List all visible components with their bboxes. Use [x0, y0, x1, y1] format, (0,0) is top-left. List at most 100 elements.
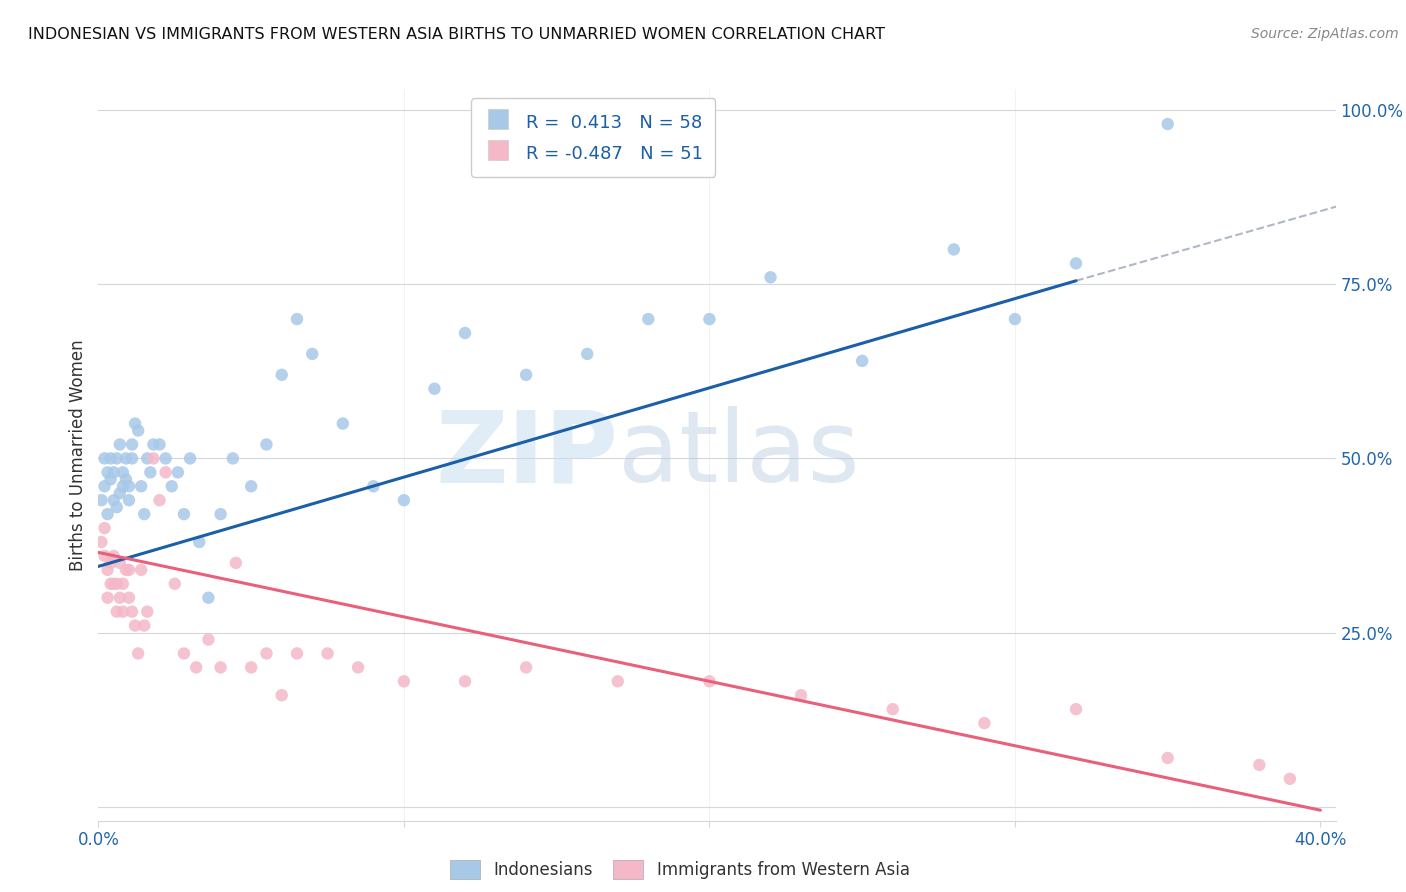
Point [100, 451, 122, 466]
Point [97, 563, 120, 577]
Point [1064, 256, 1087, 270]
Point [108, 437, 131, 451]
Point [129, 479, 152, 493]
Point [124, 618, 146, 632]
Point [90, 535, 112, 549]
Point [423, 382, 446, 396]
Point [454, 326, 477, 340]
Point [97, 507, 120, 521]
Point [1064, 702, 1087, 716]
Point [93, 479, 115, 493]
Point [197, 591, 219, 605]
Point [256, 647, 278, 661]
Point [332, 417, 354, 431]
Text: INDONESIAN VS IMMIGRANTS FROM WESTERN ASIA BIRTHS TO UNMARRIED WOMEN CORRELATION: INDONESIAN VS IMMIGRANTS FROM WESTERN AS… [28, 27, 886, 42]
Point [118, 563, 141, 577]
Point [118, 591, 141, 605]
Point [270, 368, 292, 382]
Point [179, 451, 201, 466]
Point [285, 312, 308, 326]
Legend: Indonesians, Immigrants from Western Asia: Indonesians, Immigrants from Western Asi… [444, 853, 917, 886]
Point [166, 466, 188, 480]
Point [142, 437, 165, 451]
Point [103, 493, 125, 508]
Point [186, 660, 208, 674]
Point [973, 716, 995, 731]
Point [256, 437, 278, 451]
Point [142, 451, 165, 466]
Point [1156, 117, 1178, 131]
Point [882, 702, 904, 716]
Point [111, 479, 134, 493]
Point [163, 576, 186, 591]
Point [108, 486, 131, 500]
Point [515, 660, 537, 674]
Y-axis label: Births to Unmarried Women: Births to Unmarried Women [69, 339, 87, 571]
Point [103, 466, 125, 480]
Point [121, 605, 143, 619]
Point [699, 674, 721, 689]
Point [127, 424, 149, 438]
Point [111, 605, 134, 619]
Point [222, 451, 245, 466]
Point [111, 576, 134, 591]
Point [240, 660, 263, 674]
Point [105, 605, 128, 619]
Point [790, 688, 813, 702]
Point [108, 556, 131, 570]
Point [515, 368, 537, 382]
Point [759, 270, 782, 285]
Point [225, 556, 247, 570]
Point [155, 466, 177, 480]
Point [129, 563, 152, 577]
Point [93, 451, 115, 466]
Point [454, 674, 477, 689]
Point [160, 479, 183, 493]
Point [136, 451, 159, 466]
Point [1004, 312, 1026, 326]
Point [240, 479, 263, 493]
Point [942, 243, 965, 257]
Text: atlas: atlas [619, 407, 859, 503]
Point [97, 466, 120, 480]
Point [155, 451, 177, 466]
Point [108, 591, 131, 605]
Point [100, 556, 122, 570]
Point [392, 493, 415, 508]
Point [637, 312, 659, 326]
Point [100, 472, 122, 486]
Point [124, 417, 146, 431]
Point [103, 549, 125, 563]
Point [127, 647, 149, 661]
Point [606, 674, 628, 689]
Point [1278, 772, 1301, 786]
Point [197, 632, 219, 647]
Point [115, 563, 138, 577]
Point [1156, 751, 1178, 765]
Point [148, 493, 170, 508]
Point [139, 466, 162, 480]
Point [270, 688, 292, 702]
Point [118, 493, 141, 508]
Point [576, 347, 599, 361]
Point [134, 507, 156, 521]
Point [97, 591, 120, 605]
Point [209, 507, 232, 521]
Point [100, 576, 122, 591]
Point [111, 466, 134, 480]
Point [134, 618, 156, 632]
Point [173, 507, 195, 521]
Point [699, 312, 721, 326]
Text: Source: ZipAtlas.com: Source: ZipAtlas.com [1251, 27, 1399, 41]
Point [173, 647, 195, 661]
Point [285, 647, 308, 661]
Text: ZIP: ZIP [436, 407, 619, 503]
Point [103, 576, 125, 591]
Point [851, 354, 873, 368]
Point [188, 535, 211, 549]
Point [90, 493, 112, 508]
Point [93, 521, 115, 535]
Point [1249, 758, 1271, 772]
Point [136, 605, 159, 619]
Point [148, 437, 170, 451]
